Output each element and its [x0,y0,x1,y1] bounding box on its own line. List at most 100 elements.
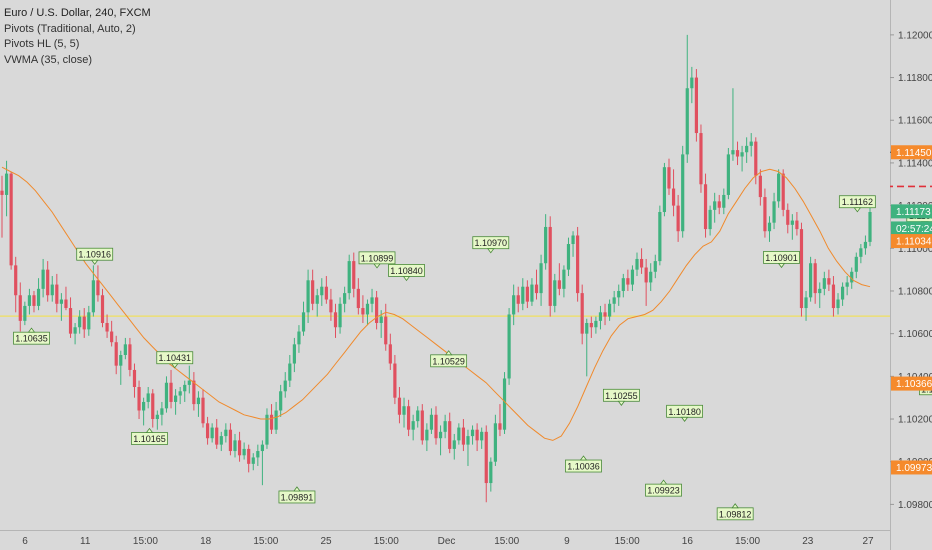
candle-body[interactable] [630,269,635,285]
candle-body[interactable] [123,344,127,355]
candle-body[interactable] [548,226,552,306]
candle-body[interactable] [411,421,415,430]
candle-body[interactable] [580,293,584,334]
candle-body[interactable] [608,303,612,317]
candle-body[interactable] [9,173,13,266]
candle-body[interactable] [192,380,196,405]
candle-body[interactable] [402,406,406,415]
candle-body[interactable] [160,408,164,415]
candle-body[interactable] [758,175,762,198]
candle-body[interactable] [370,297,374,304]
candle-body[interactable] [589,322,593,328]
candle-body[interactable] [110,331,114,343]
candle-body[interactable] [283,380,287,392]
candle-body[interactable] [822,278,826,289]
candle-body[interactable] [681,154,685,232]
candle-body[interactable] [786,209,790,225]
plot-area[interactable] [0,0,890,530]
candle-body[interactable] [772,201,776,223]
candle-body[interactable] [242,448,246,456]
candle-body[interactable] [809,263,813,298]
candle-body[interactable] [132,369,137,388]
candle-body[interactable] [493,423,497,462]
candle-body[interactable] [324,286,328,300]
candle-body[interactable] [352,261,356,289]
candle-body[interactable] [196,397,201,405]
candle-body[interactable] [480,431,484,441]
candle-body[interactable] [50,284,54,296]
candle-body[interactable] [777,173,781,202]
candle-body[interactable] [566,244,571,270]
candle-body[interactable] [365,303,370,315]
candle-body[interactable] [489,461,493,484]
candle-body[interactable] [726,154,730,195]
candle-body[interactable] [46,269,50,296]
candle-body[interactable] [799,229,804,309]
candle-body[interactable] [187,380,191,385]
candle-body[interactable] [320,286,324,296]
candle-body[interactable] [311,280,315,304]
candle-body[interactable] [562,269,566,289]
candle-body[interactable] [831,284,836,309]
candle-body[interactable] [484,431,488,484]
candle-body[interactable] [635,258,639,270]
candle-body[interactable] [114,342,118,366]
candle-body[interactable] [379,316,383,323]
candle-body[interactable] [82,316,86,330]
candle-body[interactable] [224,429,228,437]
candle-body[interactable] [388,344,392,364]
candle-body[interactable] [452,440,456,449]
candle-body[interactable] [416,410,420,422]
candle-body[interactable] [671,188,676,206]
candle-body[interactable] [530,284,534,302]
candle-body[interactable] [36,288,41,306]
candle-body[interactable] [205,423,210,439]
candle-body[interactable] [260,444,264,452]
candle-body[interactable] [306,280,310,313]
candle-body[interactable] [142,401,146,411]
candle-body[interactable] [639,258,644,268]
candle-body[interactable] [251,457,255,464]
candle-body[interactable] [713,201,717,210]
candle-body[interactable] [434,414,438,439]
candle-body[interactable] [836,299,840,309]
candle-body[interactable] [333,312,338,328]
candle-body[interactable] [502,378,507,430]
candle-body[interactable] [178,391,182,396]
candle-body[interactable] [183,384,187,392]
candle-body[interactable] [461,427,466,445]
candle-body[interactable] [658,212,662,262]
candle-body[interactable] [854,256,858,272]
candle-body[interactable] [731,150,735,155]
candle-body[interactable] [690,77,694,89]
candle-body[interactable] [448,421,452,449]
candle-body[interactable] [827,278,831,285]
candle-body[interactable] [539,263,543,294]
candle-body[interactable] [507,314,511,379]
candle-body[interactable] [576,235,580,294]
candle-body[interactable] [384,316,388,345]
candle-body[interactable] [361,308,365,315]
candle-body[interactable] [32,295,36,306]
candle-body[interactable] [653,261,657,272]
candle-body[interactable] [703,184,708,230]
candle-body[interactable] [667,167,671,189]
candle-body[interactable] [164,382,169,409]
candle-body[interactable] [722,194,726,208]
candle-body[interactable] [256,451,260,458]
candle-body[interactable] [612,297,616,304]
candle-body[interactable] [274,410,278,430]
candle-body[interactable] [466,436,470,445]
candle-body[interactable] [73,327,77,334]
candle-body[interactable] [553,280,557,306]
candle-body[interactable] [356,288,360,309]
candle-body[interactable] [685,88,689,155]
candle-body[interactable] [598,312,603,321]
candle-body[interactable] [151,393,155,420]
candle-body[interactable] [850,271,854,283]
candle-body[interactable] [233,440,237,452]
candle-body[interactable] [87,312,91,330]
candle-body[interactable] [338,303,342,328]
candle-body[interactable] [544,226,548,264]
